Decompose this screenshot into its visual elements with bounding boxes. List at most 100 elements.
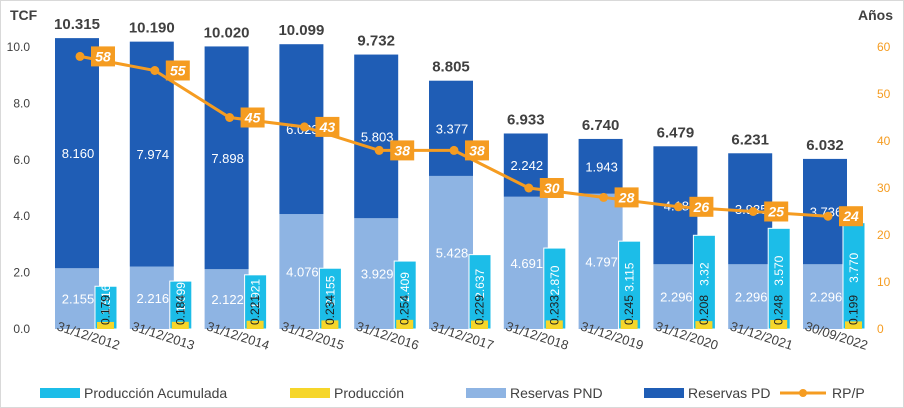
label-produccion-acumulada: 1.516 [99,284,113,314]
legend-label: Reservas PND [510,385,603,401]
rp-point [75,51,85,61]
left-tick-label: 8.0 [13,96,30,110]
rp-label-box [91,46,115,67]
label-reservas-pnd: 3.929 [361,267,394,282]
rp-label: 38 [469,142,485,158]
bar-produccion [845,321,862,329]
legend: Producción Acumulada Producción Reservas P… [40,385,865,401]
legend-label: Producción Acumulada [84,385,227,401]
label-produccion: 0.234 [323,295,337,325]
label-produccion: 0.254 [398,295,412,325]
label-produccion-acumulada: 3.570 [772,255,786,285]
bar-produccion [545,320,563,329]
rp-label: 55 [170,63,186,79]
rp-label-box [315,116,340,137]
rp-label-box [839,206,863,227]
right-tick-label: 0 [877,322,884,336]
label-produccion-acumulada: 2.870 [548,265,562,295]
legend-label: Reservas PD [688,385,770,401]
rp-label-box [614,187,639,208]
rp-point [673,202,683,212]
left-tick-label: 2.0 [13,266,30,280]
right-axis-ticks: 0 10 20 30 40 50 60 [877,40,891,336]
rp-label-box [539,178,564,198]
bar-reservas-pd [354,54,399,219]
label-reservas-pnd: 2.216 [137,291,170,306]
bar-produccion [97,321,114,329]
bar-produccion [620,320,638,329]
bar-total-label: 10.099 [278,22,324,39]
bar-total-label: 6.231 [731,131,769,148]
rp-label: 28 [618,189,635,205]
legend-label: Producción [334,385,404,401]
right-axis-title: Años [858,7,893,23]
bar-total-label: 6.032 [806,137,844,154]
bar-reservas-pnd [653,264,698,329]
right-tick-label: 10 [877,275,891,289]
bar-total-label: 6.740 [582,117,620,134]
right-tick-label: 40 [877,134,891,148]
label-reservas-pnd: 2.296 [735,290,768,305]
rp-point [524,183,534,193]
bar-total-label: 6.479 [657,124,695,141]
label-produccion: 0.199 [847,295,861,325]
label-reservas-pnd: 2.296 [660,290,693,305]
rp-label: 43 [319,119,336,135]
left-tick-label: 4.0 [13,209,30,223]
label-produccion: 0.248 [772,295,786,325]
right-tick-label: 50 [877,87,891,101]
rp-point [299,122,309,132]
label-produccion-acumulada: 1.699 [174,282,188,312]
bar-reservas-pd [204,46,249,270]
bar-reservas-pd [55,38,99,269]
bar-total-label: 6.933 [507,111,545,128]
left-tick-label: 6.0 [13,153,30,167]
label-reservas-pd: 7.974 [137,147,170,162]
rp-point [374,145,384,155]
label-reservas-pd: 1.943 [585,159,618,174]
rp-label: 38 [394,142,410,158]
bar-reservas-pnd [578,193,623,329]
rp-point [823,211,833,221]
left-axis-title: TCF [10,7,38,23]
rp-label-box [764,201,789,222]
rp-label-box [165,60,190,81]
label-reservas-pd: 8.160 [62,146,95,161]
rp-point [150,66,160,75]
bar-total-labels: 10.315 10.190 10.020 10.099 9.732 8.805 6.933 6… [54,16,844,154]
label-produccion: 0.208 [697,295,711,325]
label-produccion: 0.245 [622,295,636,325]
bar-produccion [770,320,788,329]
label-produccion-acumulada: 3.115 [623,262,637,291]
right-tick-label: 20 [877,228,891,242]
label-reservas-pnd: 2.296 [810,290,843,305]
bar-reservas-pnd [129,266,174,329]
legend-swatch [40,388,80,398]
label-produccion: 0.221 [248,295,262,325]
left-tick-label: 10.0 [7,40,31,54]
label-produccion: 0.179 [99,295,113,325]
label-produccion-acumulada: 2.409 [398,272,412,302]
label-produccion-acumulada: 2.155 [323,275,337,305]
label-produccion-acumulada: 2.637 [473,268,487,298]
bar-total-label: 10.020 [204,24,250,41]
label-reservas-pd: 2.242 [511,158,544,173]
bar-produccion [171,321,189,329]
right-tick-label: 60 [877,40,891,54]
label-produccion-acumulada: 1.921 [249,279,263,309]
rp-label: 58 [95,48,111,64]
legend-label: RP/P [832,385,865,401]
legend-swatch [644,388,684,398]
bar-reservas-pd [578,138,623,194]
label-reservas-pd: 3.377 [436,121,469,136]
rp-point [225,113,235,122]
label-produccion: 0.229 [473,295,487,325]
label-reservas-pd: 5.803 [361,129,394,144]
bar-produccion [321,320,339,329]
rp-label: 26 [693,199,710,215]
legend-swatch [466,388,506,398]
rp-label: 24 [842,208,859,224]
bar-reservas-pnd [728,264,773,329]
bar-reservas-pnd [503,196,548,329]
